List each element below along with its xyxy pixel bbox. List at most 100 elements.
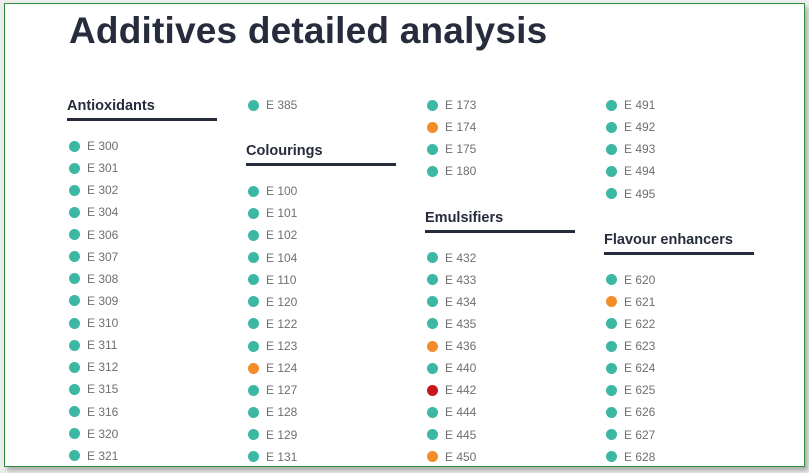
additive-item[interactable]: E 300 bbox=[67, 135, 219, 157]
section-heading: Flavour enhancers bbox=[604, 231, 733, 248]
status-dot-icon bbox=[69, 162, 80, 174]
section-header: Colourings bbox=[246, 116, 398, 180]
additive-item[interactable]: E 174 bbox=[425, 116, 577, 138]
additive-item[interactable]: E 620 bbox=[604, 269, 756, 291]
additive-code: E 432 bbox=[445, 250, 477, 265]
additive-item[interactable]: E 122 bbox=[246, 313, 398, 335]
status-dot-icon bbox=[69, 251, 80, 263]
additive-item[interactable]: E 432 bbox=[425, 247, 577, 269]
section-header: Antioxidants bbox=[67, 71, 219, 135]
additive-item[interactable]: E 492 bbox=[604, 116, 756, 138]
additive-item[interactable]: E 309 bbox=[67, 290, 219, 312]
additive-code: E 127 bbox=[266, 383, 298, 398]
additive-item[interactable]: E 491 bbox=[604, 94, 756, 116]
additive-item[interactable]: E 315 bbox=[67, 378, 219, 400]
additive-item[interactable]: E 628 bbox=[604, 446, 756, 466]
additive-item[interactable]: E 175 bbox=[425, 138, 577, 160]
status-dot-icon bbox=[69, 295, 80, 307]
additive-code: E 122 bbox=[266, 316, 298, 331]
status-dot-icon bbox=[606, 99, 617, 111]
additive-code: E 628 bbox=[624, 449, 656, 464]
additive-code: E 180 bbox=[445, 164, 477, 179]
additive-item[interactable]: E 302 bbox=[67, 179, 219, 201]
additive-item[interactable]: E 301 bbox=[67, 157, 219, 179]
additive-item[interactable]: E 442 bbox=[425, 379, 577, 401]
additive-code: E 315 bbox=[87, 382, 119, 397]
additive-code: E 442 bbox=[445, 383, 477, 398]
additive-item[interactable]: E 124 bbox=[246, 357, 398, 379]
additive-item[interactable]: E 307 bbox=[67, 246, 219, 268]
additive-item[interactable]: E 494 bbox=[604, 160, 756, 182]
additive-item[interactable]: E 310 bbox=[67, 312, 219, 334]
status-dot-icon bbox=[69, 184, 80, 196]
additive-item[interactable]: E 129 bbox=[246, 424, 398, 446]
additive-code: E 129 bbox=[266, 427, 298, 442]
additive-item[interactable]: E 316 bbox=[67, 401, 219, 423]
additive-item[interactable]: E 102 bbox=[246, 224, 398, 246]
additive-item[interactable]: E 306 bbox=[67, 224, 219, 246]
additive-item[interactable]: E 173 bbox=[425, 94, 577, 116]
additive-item[interactable]: E 627 bbox=[604, 424, 756, 446]
additive-code: E 131 bbox=[266, 449, 298, 464]
additive-code: E 300 bbox=[87, 139, 119, 154]
status-dot-icon bbox=[248, 451, 259, 463]
additive-item[interactable]: E 311 bbox=[67, 334, 219, 356]
additive-item[interactable]: E 312 bbox=[67, 356, 219, 378]
additive-item[interactable]: E 127 bbox=[246, 379, 398, 401]
status-dot-icon bbox=[427, 165, 438, 177]
status-dot-icon bbox=[606, 340, 617, 352]
additive-code: E 175 bbox=[445, 142, 477, 157]
additive-item[interactable]: E 624 bbox=[604, 357, 756, 379]
status-dot-icon bbox=[248, 229, 259, 241]
additive-item[interactable]: E 385 bbox=[246, 94, 398, 116]
status-dot-icon bbox=[427, 340, 438, 352]
additive-code: E 320 bbox=[87, 426, 119, 441]
status-dot-icon bbox=[606, 318, 617, 330]
additive-item[interactable]: E 320 bbox=[67, 423, 219, 445]
additive-item[interactable]: E 626 bbox=[604, 401, 756, 423]
status-dot-icon bbox=[69, 273, 80, 285]
status-dot-icon bbox=[248, 274, 259, 286]
additive-item[interactable]: E 100 bbox=[246, 180, 398, 202]
additive-code: E 492 bbox=[624, 120, 656, 135]
section-header: Flavour enhancers bbox=[604, 205, 756, 269]
additive-item[interactable]: E 110 bbox=[246, 269, 398, 291]
additive-item[interactable]: E 434 bbox=[425, 291, 577, 313]
status-dot-icon bbox=[69, 450, 80, 462]
status-dot-icon bbox=[248, 99, 259, 111]
additive-item[interactable]: E 623 bbox=[604, 335, 756, 357]
additive-item[interactable]: E 104 bbox=[246, 247, 398, 269]
additive-item[interactable]: E 321 bbox=[67, 445, 219, 466]
additive-item[interactable]: E 433 bbox=[425, 269, 577, 291]
additive-item[interactable]: E 180 bbox=[425, 160, 577, 182]
additive-item[interactable]: E 131 bbox=[246, 446, 398, 466]
additive-code: E 624 bbox=[624, 361, 656, 376]
additive-item[interactable]: E 622 bbox=[604, 313, 756, 335]
additive-item[interactable]: E 123 bbox=[246, 335, 398, 357]
column-flavour-enhancers: E 491 E 492 E 493 E 494 E 495 Flavour enhance… bbox=[604, 94, 756, 466]
additive-code: E 102 bbox=[266, 228, 298, 243]
additive-item[interactable]: E 445 bbox=[425, 424, 577, 446]
additive-item[interactable]: E 493 bbox=[604, 138, 756, 160]
additive-item[interactable]: E 450 bbox=[425, 446, 577, 466]
additive-code: E 124 bbox=[266, 361, 298, 376]
additive-item[interactable]: E 120 bbox=[246, 291, 398, 313]
additive-code: E 444 bbox=[445, 405, 477, 420]
additive-code: E 385 bbox=[266, 98, 298, 113]
additive-item[interactable]: E 444 bbox=[425, 401, 577, 423]
status-dot-icon bbox=[69, 206, 80, 218]
additive-item[interactable]: E 625 bbox=[604, 379, 756, 401]
additive-item[interactable]: E 435 bbox=[425, 313, 577, 335]
column-colourings: E 385 Colourings E 100 E 101 E 102 E 104 E 110… bbox=[246, 94, 398, 466]
additive-item[interactable]: E 101 bbox=[246, 202, 398, 224]
additive-item[interactable]: E 304 bbox=[67, 201, 219, 223]
additive-item[interactable]: E 440 bbox=[425, 357, 577, 379]
additive-item[interactable]: E 436 bbox=[425, 335, 577, 357]
additive-code: E 173 bbox=[445, 98, 477, 113]
additive-item[interactable]: E 128 bbox=[246, 401, 398, 423]
additive-item[interactable]: E 621 bbox=[604, 291, 756, 313]
additive-code: E 494 bbox=[624, 164, 656, 179]
status-dot-icon bbox=[427, 406, 438, 418]
additive-item[interactable]: E 495 bbox=[604, 183, 756, 205]
additive-item[interactable]: E 308 bbox=[67, 268, 219, 290]
